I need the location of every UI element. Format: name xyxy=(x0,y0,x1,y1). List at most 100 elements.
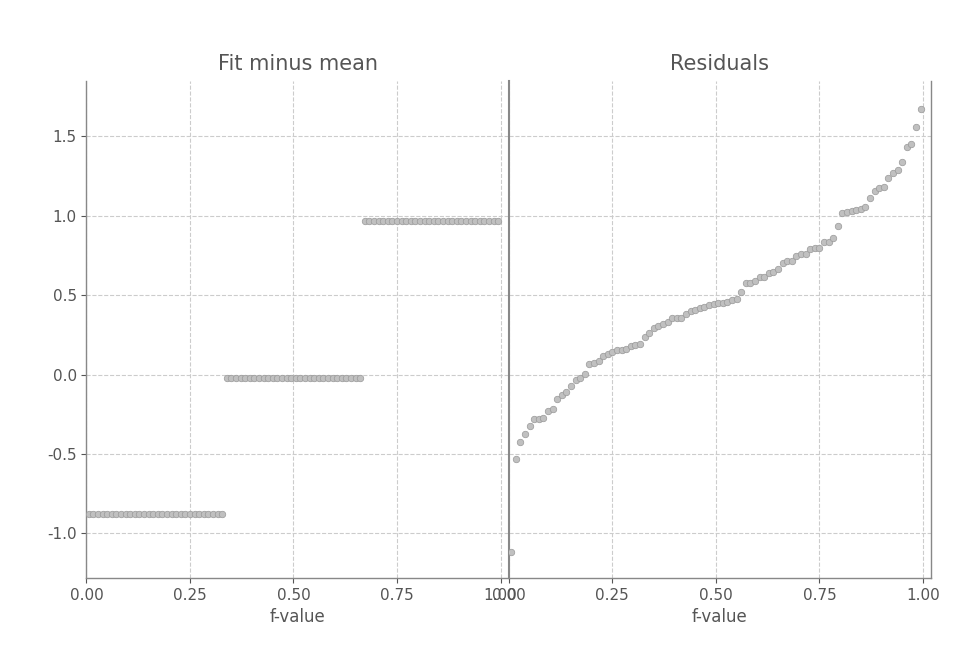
Point xyxy=(503,547,518,558)
Point xyxy=(674,312,689,323)
Point xyxy=(431,216,446,226)
Point xyxy=(803,243,818,254)
Point xyxy=(618,344,634,355)
Point xyxy=(113,508,129,519)
Point xyxy=(324,372,340,383)
Point xyxy=(701,300,716,310)
Point xyxy=(104,508,119,519)
Point xyxy=(491,216,506,226)
Point xyxy=(715,297,731,308)
Point xyxy=(201,508,216,519)
Point xyxy=(159,508,175,519)
Point xyxy=(582,359,597,370)
Point xyxy=(821,237,836,247)
Point xyxy=(812,243,828,253)
Point xyxy=(816,237,831,248)
Point xyxy=(656,319,671,329)
Point xyxy=(903,139,919,150)
Point xyxy=(214,508,229,519)
Point xyxy=(390,216,405,226)
Point xyxy=(540,406,556,417)
Point xyxy=(127,508,142,519)
Point xyxy=(398,216,414,226)
Point xyxy=(380,216,396,226)
Point xyxy=(196,508,211,519)
Point xyxy=(636,331,652,342)
Point xyxy=(706,298,721,309)
Point xyxy=(641,327,657,338)
Point xyxy=(486,216,501,226)
Point xyxy=(900,141,915,152)
Point xyxy=(85,508,101,519)
Point xyxy=(798,248,813,259)
Point xyxy=(780,256,795,267)
Point xyxy=(191,508,206,519)
Point xyxy=(913,104,928,115)
Point xyxy=(710,298,726,308)
Point xyxy=(256,372,272,383)
Point xyxy=(564,381,579,392)
Point xyxy=(362,216,377,226)
Point xyxy=(554,389,569,400)
Point xyxy=(784,256,800,267)
Point xyxy=(283,372,299,383)
Point xyxy=(526,414,541,425)
Point xyxy=(628,340,643,351)
Point xyxy=(435,216,450,226)
Point xyxy=(683,306,698,317)
Point xyxy=(633,339,648,350)
X-axis label: f-value: f-value xyxy=(270,608,325,626)
Point xyxy=(108,508,124,519)
Point xyxy=(472,216,488,226)
Point xyxy=(385,216,400,226)
Point xyxy=(766,267,781,278)
Point xyxy=(747,276,762,286)
Point xyxy=(729,294,744,304)
Point xyxy=(733,287,749,298)
Point xyxy=(458,216,473,226)
Point xyxy=(752,271,767,282)
Point xyxy=(789,251,804,261)
Point xyxy=(417,216,432,226)
Point xyxy=(567,375,583,386)
Point xyxy=(394,216,409,226)
Point xyxy=(260,372,276,383)
Point xyxy=(830,220,846,231)
Point xyxy=(123,508,138,519)
Point xyxy=(339,372,354,383)
Point xyxy=(463,216,478,226)
Point xyxy=(270,372,285,383)
Point xyxy=(844,206,859,216)
Point xyxy=(664,312,680,323)
Point xyxy=(301,372,317,383)
Point xyxy=(408,216,423,226)
Point xyxy=(219,372,234,383)
Point xyxy=(237,372,252,383)
Point xyxy=(761,267,777,278)
Point xyxy=(440,216,455,226)
Point xyxy=(849,204,864,215)
Point xyxy=(770,263,785,274)
Point xyxy=(352,372,368,383)
Point xyxy=(252,372,267,383)
Point xyxy=(587,358,602,368)
Point xyxy=(210,508,226,519)
Point xyxy=(311,372,326,383)
Point xyxy=(508,454,523,465)
Point xyxy=(187,508,203,519)
Point xyxy=(182,508,198,519)
Point xyxy=(132,508,147,519)
Title: Residuals: Residuals xyxy=(670,54,770,73)
Point xyxy=(595,351,611,362)
Point xyxy=(908,122,924,132)
Title: Fit minus mean: Fit minus mean xyxy=(218,54,377,73)
Point xyxy=(444,216,460,226)
Point xyxy=(118,508,133,519)
Point xyxy=(321,372,336,383)
Point xyxy=(756,271,772,282)
Point xyxy=(454,216,469,226)
Point xyxy=(679,308,694,319)
Point xyxy=(669,312,684,323)
Point xyxy=(522,420,538,431)
Point xyxy=(357,216,372,226)
